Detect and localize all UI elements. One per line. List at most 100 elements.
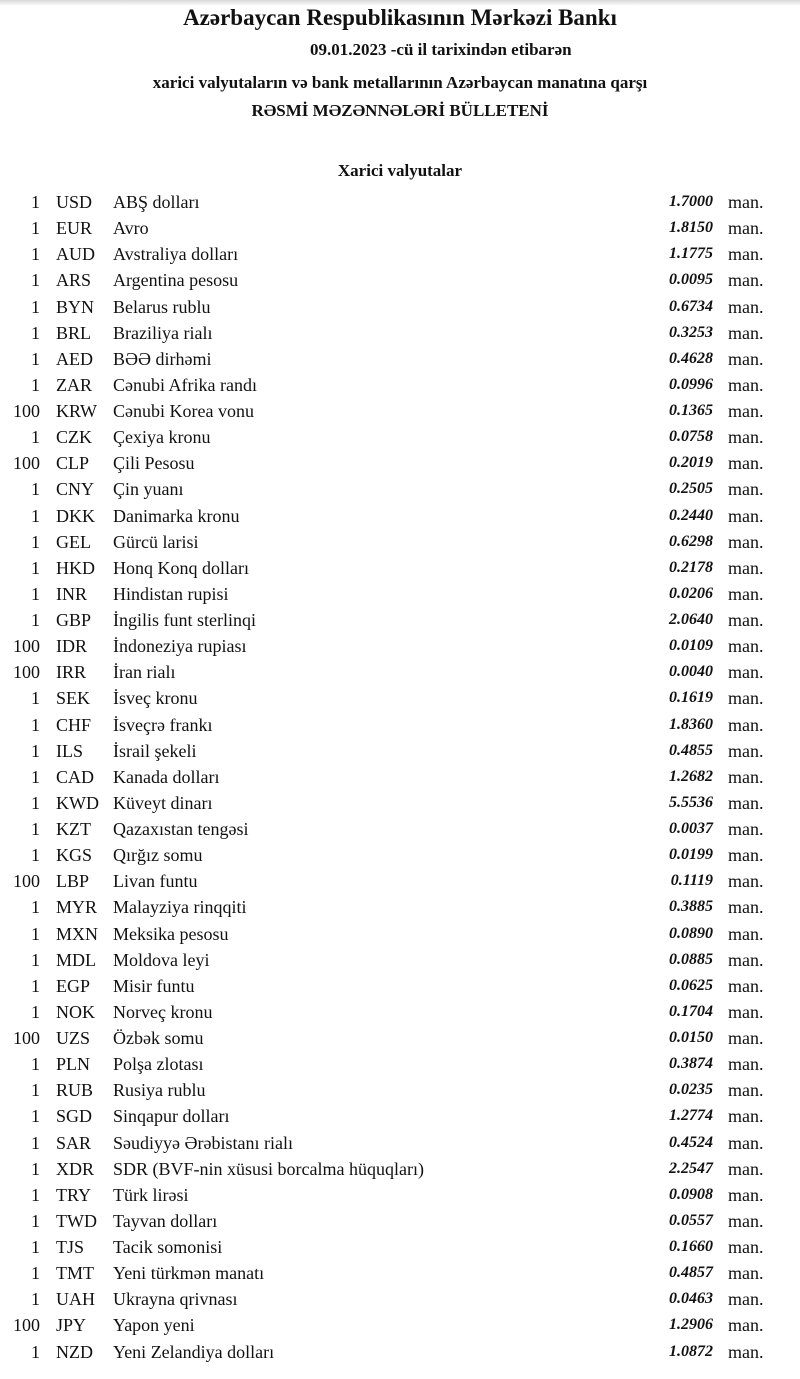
rate-row: 1 NOK Norveç kronu 0.1704 man. — [0, 999, 800, 1025]
currency-code: EUR — [56, 218, 92, 239]
currency-name: Yeni türkmən manatı — [113, 1263, 265, 1284]
currency-code: CZK — [56, 427, 92, 448]
rate-quantity: 1 — [31, 1237, 40, 1258]
rate-row: 1 NZD Yeni Zelandiya dolları 1.0872 man. — [0, 1339, 800, 1365]
currency-code: BYN — [56, 296, 95, 317]
rate-value: 1.1775 — [669, 245, 713, 263]
rate-row: 1 SAR Səudiyyə Ərəbistanı rialı 0.4524 man. — [0, 1130, 800, 1156]
rate-value: 0.1619 — [669, 689, 713, 707]
rate-row: 1 EGP Misir funtu 0.0625 man. — [0, 973, 800, 999]
rate-quantity: 1 — [31, 975, 40, 996]
rate-quantity: 1 — [31, 270, 40, 291]
currency-code: JPY — [56, 1315, 87, 1336]
rate-row: 1 TWD Tayvan dolları 0.0557 man. — [0, 1208, 800, 1234]
rate-unit: man. — [728, 1289, 764, 1310]
rate-unit: man. — [728, 1210, 764, 1231]
currency-code: TMT — [56, 1263, 94, 1284]
currency-code: SGD — [56, 1106, 93, 1127]
rate-quantity: 100 — [13, 636, 40, 657]
currency-name: SDR (BVF-nin xüsusi borcalma hüquqları) — [113, 1158, 424, 1179]
rate-quantity: 1 — [31, 218, 40, 239]
rate-unit: man. — [728, 740, 764, 761]
rate-row: 1 KWD Küveyt dinarı 5.5536 man. — [0, 790, 800, 816]
currency-name: İngilis funt sterlinqi — [113, 610, 256, 631]
rate-unit: man. — [728, 688, 764, 709]
rate-unit: man. — [728, 1158, 764, 1179]
rate-unit: man. — [728, 662, 764, 683]
effective-date: 09.01.2023 -cü il tarixindən etibarən — [310, 40, 572, 59]
currency-name: Qazaxıstan tengəsi — [113, 819, 249, 840]
currency-code: KWD — [56, 792, 99, 813]
rate-value: 0.2440 — [669, 506, 713, 524]
rate-unit: man. — [728, 1001, 764, 1022]
rate-value: 0.1119 — [670, 872, 713, 890]
rate-row: 100 JPY Yapon yeni 1.2906 man. — [0, 1312, 800, 1338]
currency-name: Cənubi Afrika randı — [113, 374, 257, 395]
rate-unit: man. — [728, 1054, 764, 1075]
currency-code: SAR — [56, 1132, 92, 1153]
currency-name: Norveç kronu — [113, 1001, 213, 1022]
rate-unit: man. — [728, 1263, 764, 1284]
rates-table: 1 USD ABŞ dolları 1.7000 man. 1 EUR Avro 1.8150 m… — [0, 189, 800, 1365]
currency-name: Qırğız somu — [113, 845, 203, 866]
rate-unit: man. — [728, 871, 764, 892]
rate-row: 1 CNY Çin yuanı 0.2505 man. — [0, 476, 800, 502]
currency-name: Honq Konq dolları — [113, 557, 249, 578]
rate-row: 1 BRL Braziliya rialı 0.3253 man. — [0, 320, 800, 346]
currency-name: Misir funtu — [113, 975, 195, 996]
currency-code: MYR — [56, 897, 98, 918]
rate-quantity: 100 — [13, 1028, 40, 1049]
rate-quantity: 1 — [31, 1001, 40, 1022]
rate-quantity: 1 — [31, 192, 40, 213]
rate-quantity: 1 — [31, 610, 40, 631]
rate-value: 0.2019 — [669, 454, 713, 472]
rate-unit: man. — [728, 374, 764, 395]
currency-name: Rusiya rublu — [113, 1080, 206, 1101]
rate-row: 1 KGS Qırğız somu 0.0199 man. — [0, 842, 800, 868]
currency-code: RUB — [56, 1080, 94, 1101]
currency-name: Tacik somonisi — [113, 1237, 223, 1258]
rate-row: 1 MXN Meksika pesosu 0.0890 man. — [0, 921, 800, 947]
rate-row: 1 SEK İsveç kronu 0.1619 man. — [0, 685, 800, 711]
rate-value: 0.0235 — [669, 1081, 713, 1099]
rate-quantity: 1 — [31, 374, 40, 395]
rate-row: 1 BYN Belarus rublu 0.6734 man. — [0, 294, 800, 320]
currency-code: KZT — [56, 819, 91, 840]
rate-unit: man. — [728, 923, 764, 944]
currency-code: NZD — [56, 1341, 93, 1362]
currency-name: Özbək somu — [113, 1028, 204, 1049]
rate-value: 0.4857 — [669, 1264, 713, 1282]
currency-name: BƏƏ dirhəmi — [113, 348, 212, 369]
rate-quantity: 1 — [31, 1289, 40, 1310]
currency-code: HKD — [56, 557, 95, 578]
rate-unit: man. — [728, 583, 764, 604]
rate-value: 1.2682 — [669, 767, 713, 785]
currency-code: SEK — [56, 688, 91, 709]
rate-unit: man. — [728, 531, 764, 552]
rate-quantity: 1 — [31, 1080, 40, 1101]
rate-row: 1 ARS Argentina pesosu 0.0095 man. — [0, 267, 800, 293]
rate-value: 0.2178 — [669, 558, 713, 576]
rate-value: 5.5536 — [669, 793, 713, 811]
rate-unit: man. — [728, 1237, 764, 1258]
rate-row: 1 GBP İngilis funt sterlinqi 2.0640 man. — [0, 607, 800, 633]
rate-row: 1 INR Hindistan rupisi 0.0206 man. — [0, 581, 800, 607]
rate-quantity: 1 — [31, 1210, 40, 1231]
rate-value: 0.1704 — [669, 1002, 713, 1020]
rate-unit: man. — [728, 1184, 764, 1205]
currency-name: Avro — [113, 218, 149, 239]
rate-value: 0.0040 — [669, 663, 713, 681]
rate-row: 1 CAD Kanada dolları 1.2682 man. — [0, 764, 800, 790]
currency-name: Danimarka kronu — [113, 505, 240, 526]
rate-unit: man. — [728, 714, 764, 735]
rate-value: 0.4855 — [669, 741, 713, 759]
rate-unit: man. — [728, 845, 764, 866]
currency-name: Cənubi Korea vonu — [113, 401, 254, 422]
rate-unit: man. — [728, 1315, 764, 1336]
rate-value: 0.0885 — [669, 950, 713, 968]
currency-code: TJS — [56, 1237, 85, 1258]
currency-name: Səudiyyə Ərəbistanı rialı — [113, 1132, 293, 1153]
currency-name: İran rialı — [113, 662, 176, 683]
currency-code: MXN — [56, 923, 99, 944]
rate-unit: man. — [728, 766, 764, 787]
